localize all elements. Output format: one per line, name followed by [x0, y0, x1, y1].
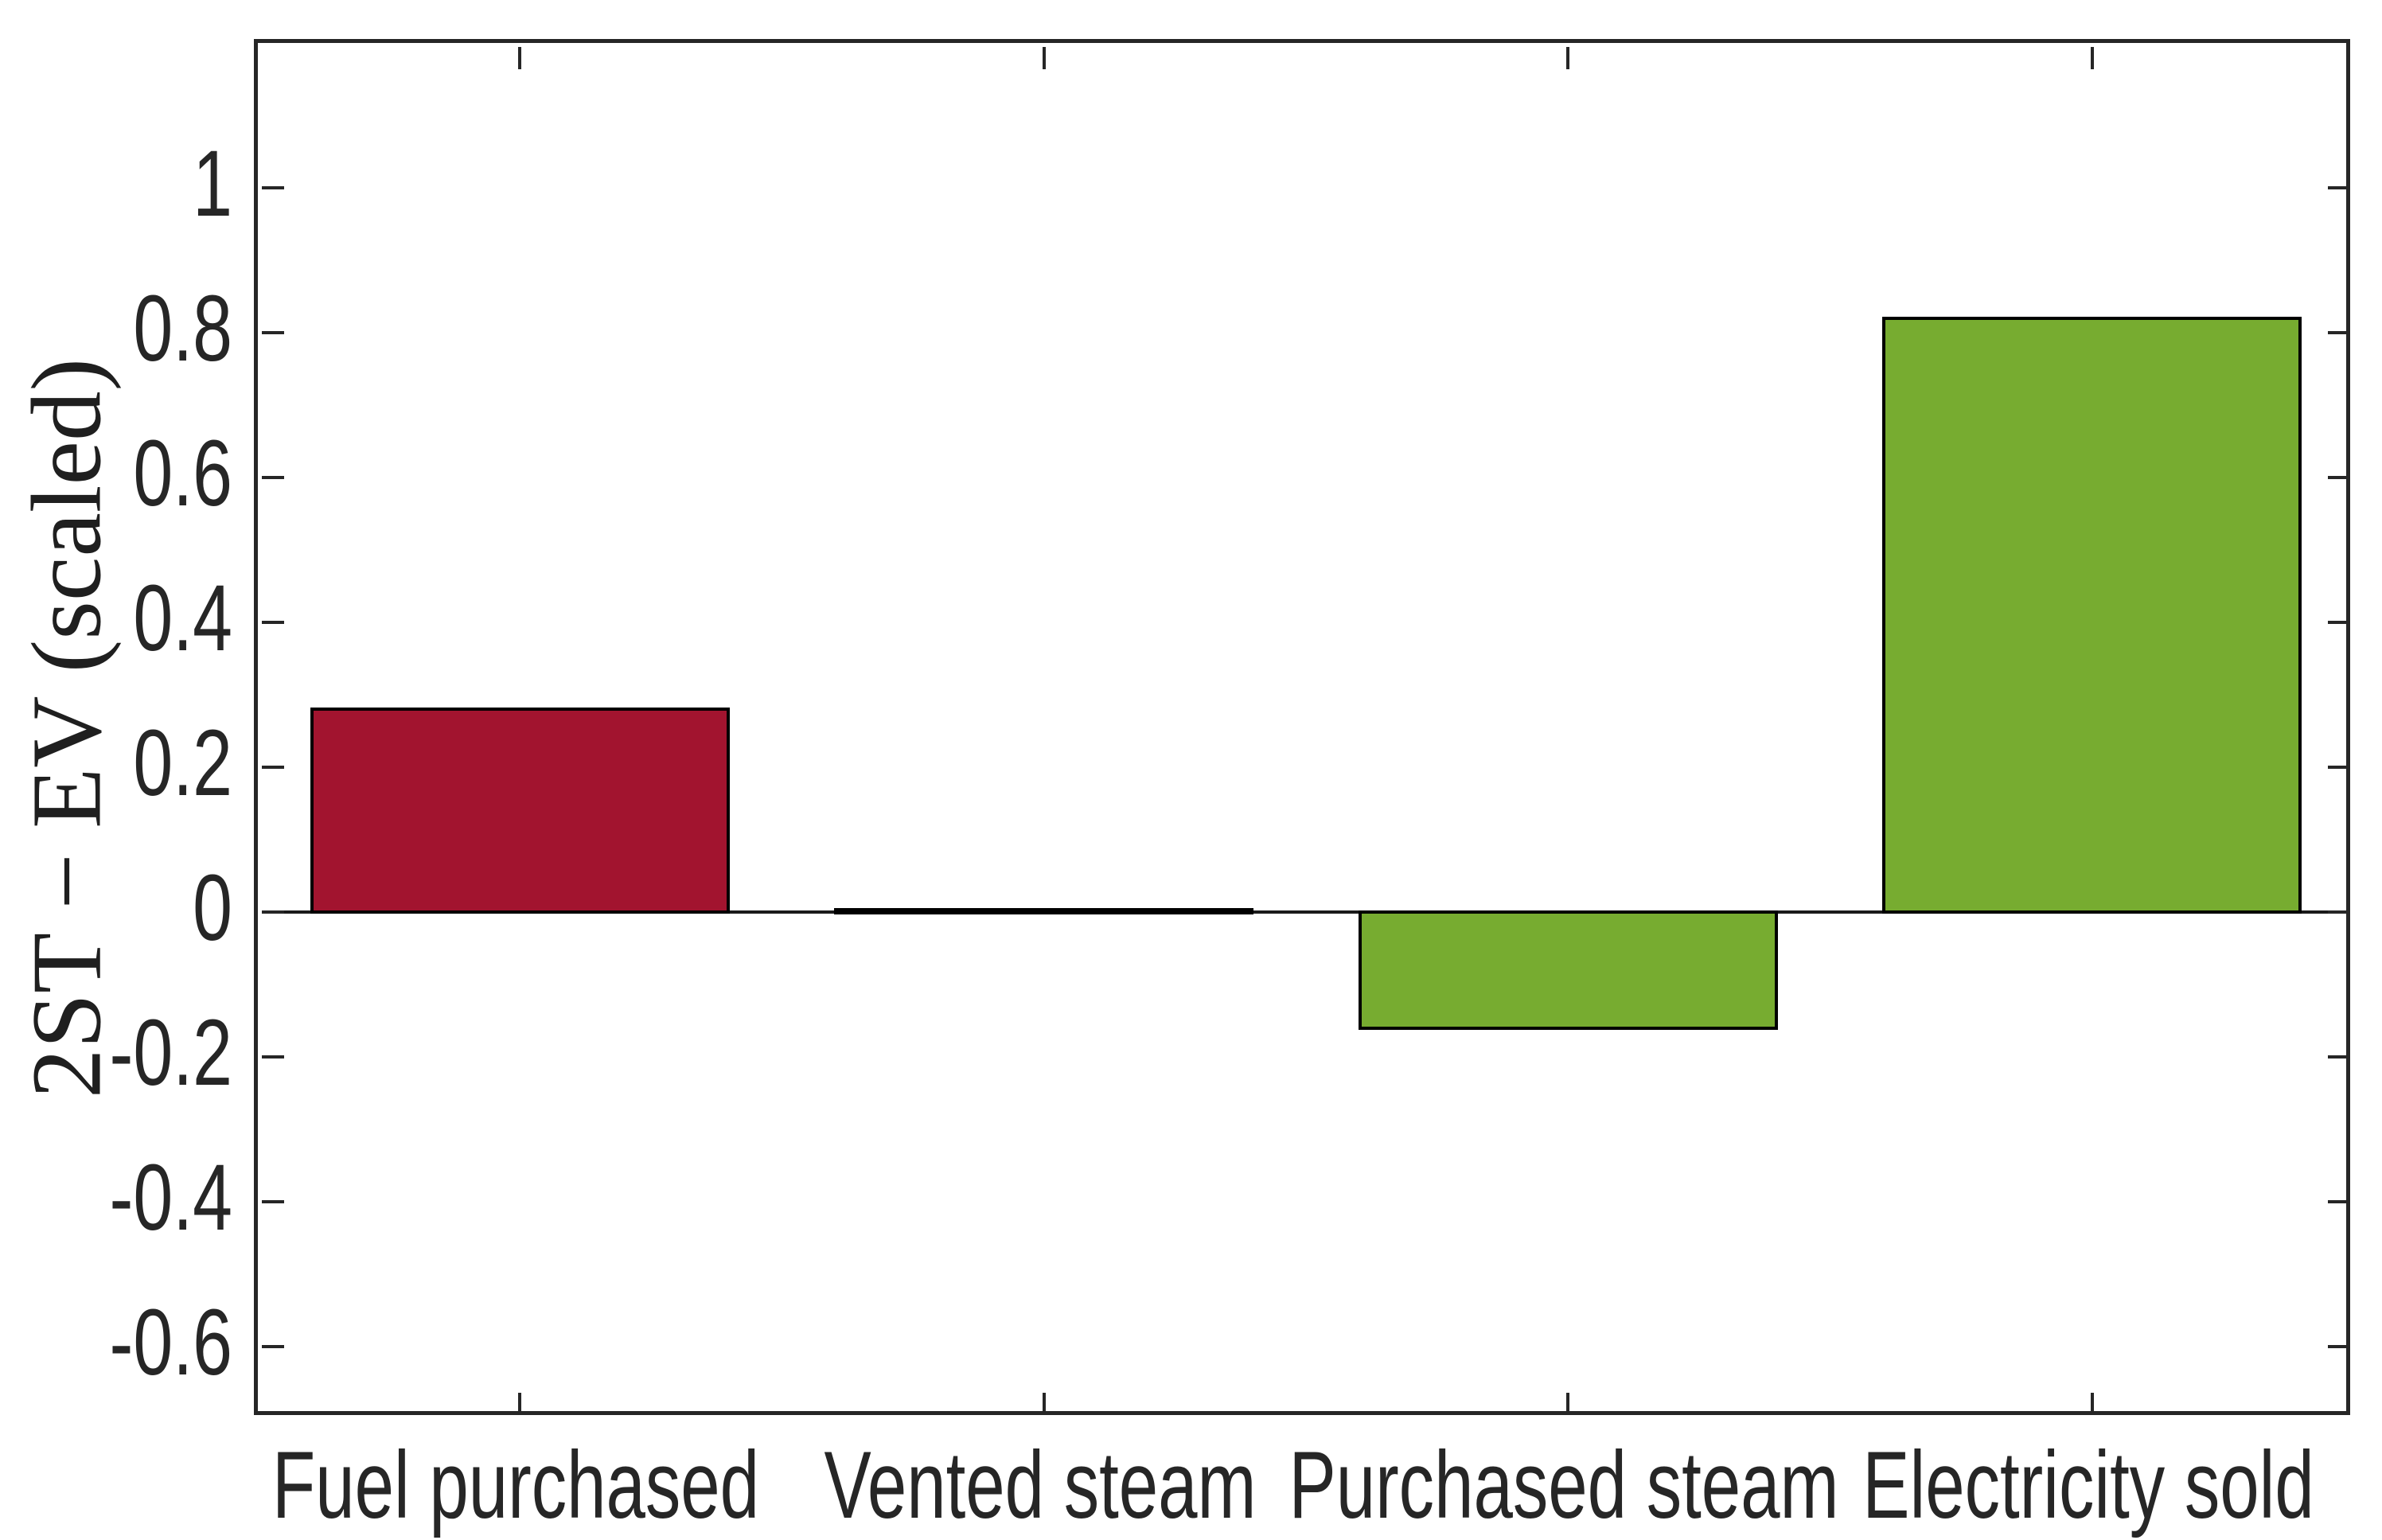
x-category-label-fuel-purchased: Fuel purchased	[272, 1432, 760, 1538]
y-tick-label: 0	[193, 856, 232, 961]
y-tick-label: -0.2	[109, 1000, 232, 1105]
bar-purchased-steam	[1358, 910, 1778, 1030]
bar-vented-steam	[834, 908, 1254, 915]
y-tick-left	[262, 621, 284, 624]
y-tick-label: 0.2	[133, 711, 232, 816]
y-tick-right	[2328, 1055, 2350, 1059]
plot-area	[254, 39, 2350, 1415]
y-tick-label: -0.4	[109, 1145, 232, 1250]
y-tick-right	[2328, 766, 2350, 769]
y-tick-label: 0.6	[133, 421, 232, 526]
y-tick-right	[2328, 1200, 2350, 1203]
y-tick-right	[2328, 910, 2350, 914]
bar-electricity-sold	[1882, 316, 2302, 914]
y-tick-right	[2328, 186, 2350, 189]
y-tick-left	[262, 1055, 284, 1059]
y-tick-left	[262, 186, 284, 189]
y-tick-label: 1	[193, 131, 232, 236]
x-tick-top	[1566, 47, 1570, 69]
x-tick-bottom	[1042, 1393, 1046, 1415]
y-tick-left	[262, 1345, 284, 1348]
x-category-label-vented-steam: Vented steam	[824, 1432, 1257, 1538]
y-tick-left	[262, 1200, 284, 1203]
x-tick-bottom	[518, 1393, 522, 1415]
x-tick-top	[518, 47, 522, 69]
y-tick-left	[262, 331, 284, 334]
y-tick-right	[2328, 331, 2350, 334]
x-tick-bottom	[2090, 1393, 2094, 1415]
x-tick-top	[1042, 47, 1046, 69]
y-tick-right	[2328, 621, 2350, 624]
x-tick-bottom	[1566, 1393, 1570, 1415]
y-tick-label: 0.4	[133, 566, 232, 671]
y-tick-label: -0.6	[109, 1290, 232, 1395]
x-category-label-electricity-sold: Electricity sold	[1862, 1432, 2314, 1538]
y-tick-left	[262, 476, 284, 479]
bar-fuel-purchased	[310, 708, 730, 914]
y-tick-right	[2328, 476, 2350, 479]
y-tick-left	[262, 910, 284, 914]
x-category-label-purchased-steam: Purchased steam	[1288, 1432, 1839, 1538]
y-tick-left	[262, 766, 284, 769]
x-tick-top	[2090, 47, 2094, 69]
y-tick-right	[2328, 1345, 2350, 1348]
zero-baseline	[262, 910, 2350, 914]
y-tick-label: 0.8	[133, 276, 232, 381]
